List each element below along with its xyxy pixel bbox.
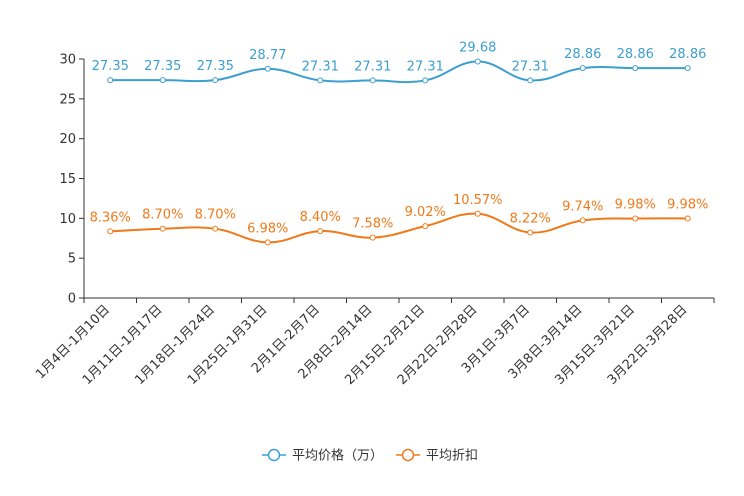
series-line-0 [110, 60, 688, 84]
data-point[interactable] [212, 225, 219, 232]
data-point[interactable] [317, 228, 324, 235]
data-point[interactable] [684, 215, 691, 222]
data-label: 8.70% [195, 208, 236, 223]
y-tick-label: 0 [68, 292, 76, 307]
data-label: 28.86 [564, 47, 601, 62]
y-tick-label: 20 [59, 132, 76, 147]
y-tick-label: 15 [59, 172, 76, 187]
data-point[interactable] [474, 58, 481, 65]
data-point[interactable] [632, 65, 639, 72]
data-label: 8.40% [300, 210, 341, 225]
data-point[interactable] [474, 210, 481, 217]
data-point[interactable] [317, 77, 324, 84]
data-label: 28.86 [617, 47, 654, 62]
legend-marker-icon [267, 448, 281, 462]
data-point[interactable] [422, 223, 429, 230]
data-label: 6.98% [247, 221, 288, 236]
data-point[interactable] [159, 225, 166, 232]
data-point[interactable] [264, 65, 271, 72]
y-tick-label: 5 [68, 252, 76, 267]
data-point[interactable] [159, 77, 166, 84]
data-point[interactable] [107, 77, 114, 84]
data-point[interactable] [422, 77, 429, 84]
data-label: 27.31 [407, 59, 444, 74]
data-point[interactable] [632, 215, 639, 222]
data-label: 9.98% [615, 197, 656, 212]
data-point[interactable] [264, 239, 271, 246]
data-label: 8.36% [90, 210, 131, 225]
data-label: 7.58% [352, 217, 393, 232]
series-line-1 [110, 212, 688, 244]
data-point[interactable] [527, 77, 534, 84]
data-label: 27.35 [92, 59, 129, 74]
legend-marker-icon [401, 448, 415, 462]
data-point[interactable] [107, 228, 114, 235]
legend-label[interactable]: 平均折扣 [426, 449, 478, 464]
data-point[interactable] [369, 234, 376, 241]
y-tick-label: 10 [59, 212, 76, 227]
data-point[interactable] [579, 65, 586, 72]
legend-label[interactable]: 平均价格（万） [292, 448, 383, 464]
data-label: 29.68 [459, 41, 496, 56]
data-label: 9.98% [667, 197, 708, 212]
data-label: 27.35 [197, 59, 234, 74]
data-label: 28.86 [669, 47, 706, 62]
data-point[interactable] [579, 217, 586, 224]
data-point[interactable] [684, 65, 691, 72]
y-tick-label: 30 [59, 53, 76, 68]
data-label: 8.70% [142, 208, 183, 223]
data-label: 27.31 [302, 59, 339, 74]
data-label: 8.22% [510, 212, 551, 227]
data-label: 10.57% [453, 193, 503, 208]
data-label: 27.31 [354, 59, 391, 74]
data-label: 9.74% [562, 199, 603, 214]
data-label: 27.31 [512, 59, 549, 74]
data-point[interactable] [527, 229, 534, 236]
data-label: 28.77 [249, 48, 286, 63]
data-point[interactable] [212, 77, 219, 84]
data-label: 9.02% [405, 205, 446, 220]
data-label: 27.35 [144, 59, 181, 74]
y-tick-label: 25 [59, 92, 76, 107]
data-point[interactable] [369, 77, 376, 84]
